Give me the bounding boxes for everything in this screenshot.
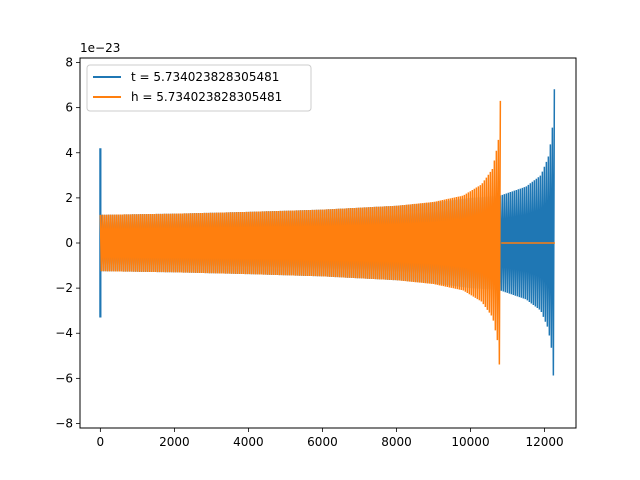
legend-label: t = 5.734023828305481 xyxy=(131,70,279,84)
x-tick-label: 8000 xyxy=(381,435,412,449)
legend: t = 5.734023828305481 h = 5.7340238283054… xyxy=(86,64,312,112)
x-tick-label: 4000 xyxy=(233,435,264,449)
x-tick-label: 6000 xyxy=(307,435,338,449)
series-line-h xyxy=(99,100,502,365)
y-tick-label: −4 xyxy=(55,326,73,340)
y-tick-label: −6 xyxy=(55,371,73,385)
y-tick-label: 8 xyxy=(65,56,73,70)
y-offset-text: 1e−23 xyxy=(80,41,120,55)
legend-box xyxy=(86,64,312,112)
y-tick-label: 6 xyxy=(65,101,73,115)
legend-label: h = 5.734023828305481 xyxy=(131,90,282,104)
y-axis: −8 −6 −4 −2 0 2 4 6 8 xyxy=(55,56,80,430)
series-layer xyxy=(99,89,556,376)
x-tick-label: 2000 xyxy=(159,435,190,449)
x-tick-label: 12000 xyxy=(525,435,563,449)
x-tick-label: 10000 xyxy=(451,435,489,449)
x-tick-label: 0 xyxy=(97,435,105,449)
y-tick-label: 2 xyxy=(65,191,73,205)
y-tick-label: −2 xyxy=(55,281,73,295)
y-tick-label: 4 xyxy=(65,146,73,160)
plot-area xyxy=(99,89,556,376)
y-tick-label: 0 xyxy=(65,236,73,250)
x-axis: 0 2000 4000 6000 8000 10000 12000 xyxy=(97,428,564,449)
y-tick-label: −8 xyxy=(55,416,73,430)
